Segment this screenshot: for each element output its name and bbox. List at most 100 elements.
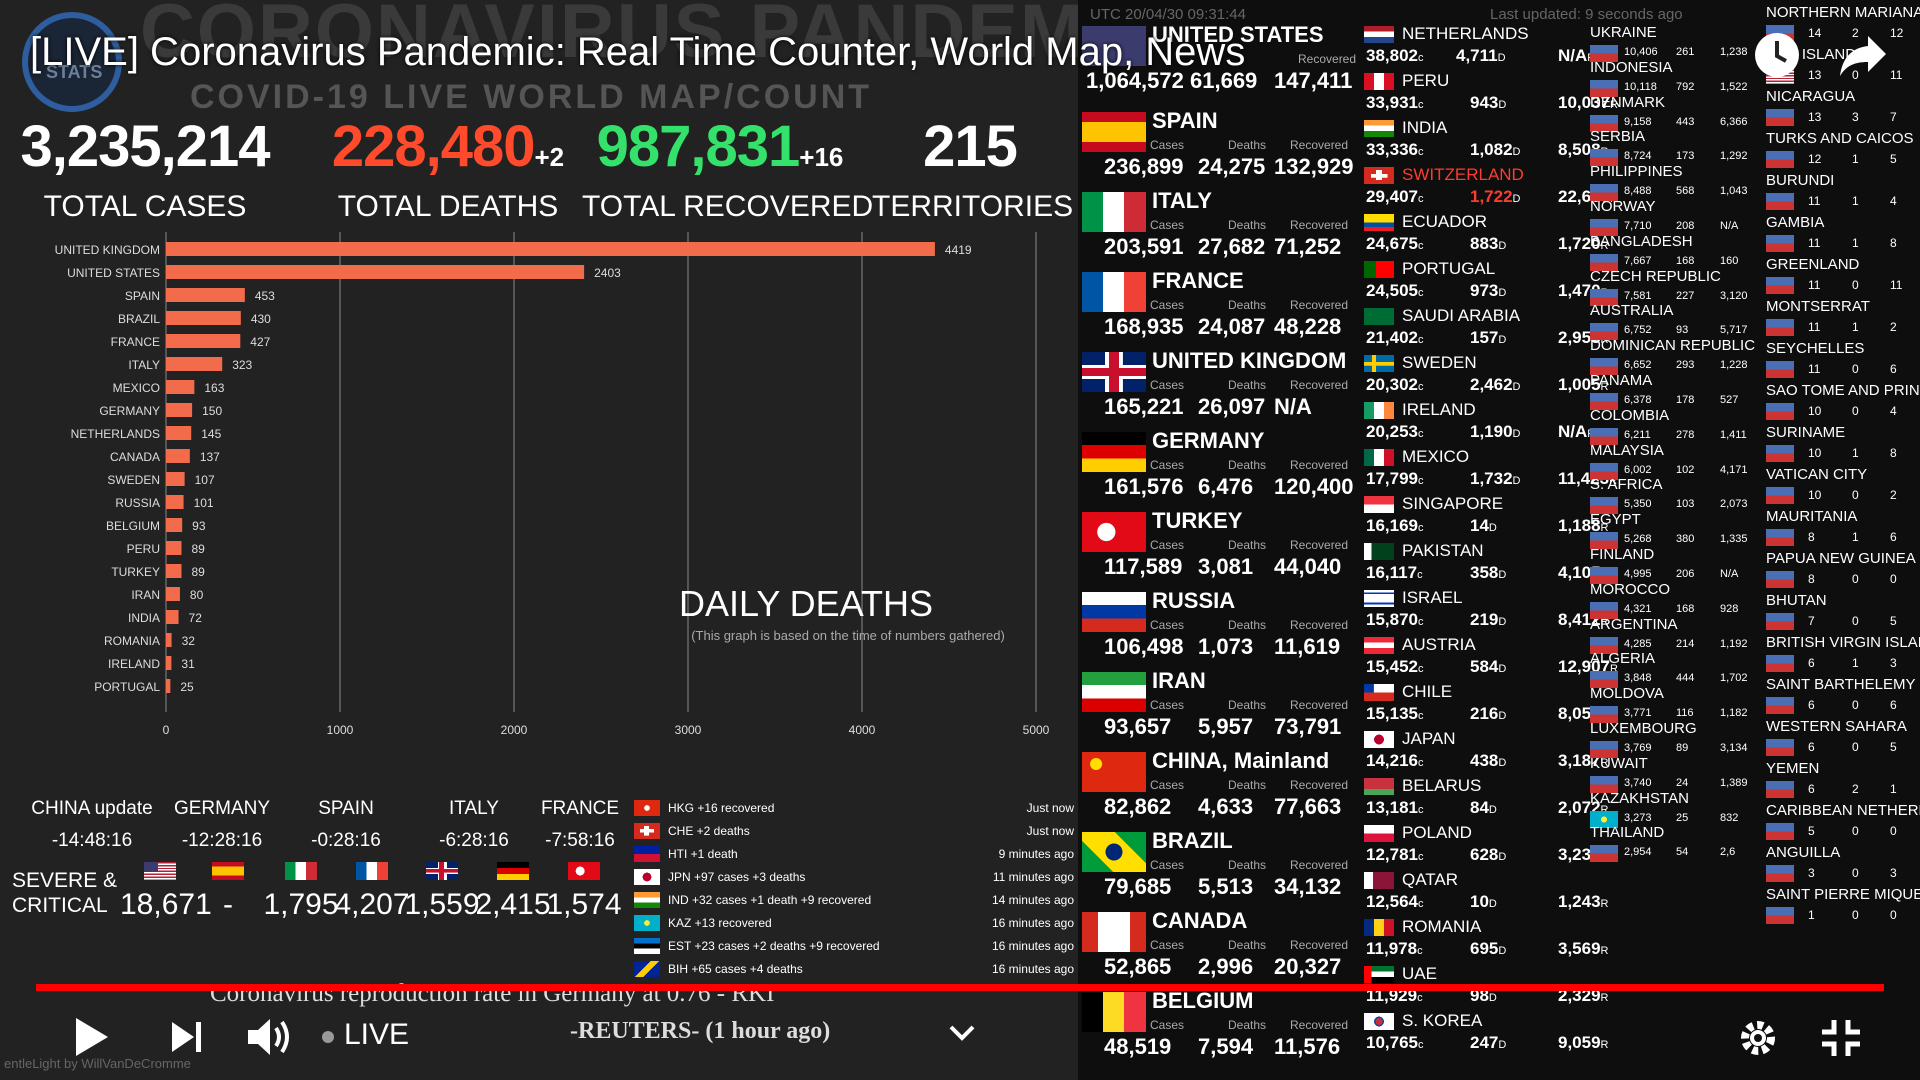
country-name: COLOMBIA (1590, 406, 1670, 424)
recovered-value: 1,720 (1558, 234, 1601, 253)
update-time: -12:28:16 (181, 830, 263, 851)
x-tick-label: 2000 (501, 723, 528, 737)
country-name: CHILE (1402, 682, 1453, 701)
critical-item: 1,574 (544, 862, 624, 922)
category-label: GERMANY (99, 404, 160, 418)
country-name: PORTUGAL (1402, 259, 1496, 278)
country-card: BELGIUM Cases Deaths Recovered 48,519 7,594 11… (1078, 984, 1360, 1064)
banner-title: CORONAVIRUS PANDEMIC (140, 0, 1166, 74)
news-feed-item: CHE +2 deaths Just now (634, 819, 1074, 842)
recovered-value: 48,228 (1274, 314, 1342, 339)
deaths-value: 2 (1852, 782, 1859, 796)
country-name: UNITED KINGDOM (1152, 348, 1347, 373)
country-name: ARGENTINA (1590, 615, 1678, 633)
flag-do-icon (1590, 358, 1618, 376)
recovered-value: 4,171 (1720, 463, 1748, 476)
country-row: MAURITANIA 8 1 6 (1760, 508, 1920, 550)
live-progress-bar[interactable] (36, 984, 1884, 991)
category-label: UNITED STATES (67, 266, 160, 280)
flag-eg-icon (1590, 532, 1618, 550)
cases-value: 8,488 (1624, 185, 1652, 198)
flag-jp-icon (634, 868, 660, 885)
clock-icon[interactable] (1752, 30, 1802, 80)
recovered-value: 12,907 (1558, 657, 1610, 676)
country-name: INDIA (1402, 118, 1448, 137)
cases-value: 48,519 (1104, 1034, 1172, 1059)
deaths-value: 0 (1852, 824, 1859, 838)
cases-value: 82,862 (1104, 794, 1172, 819)
country-row: THAILAND 2,954 54 2,6 (1584, 824, 1760, 866)
live-label[interactable]: LIVE (344, 1018, 410, 1051)
news-feed-item: HKG +16 recovered Just now (634, 796, 1074, 819)
recovered-value: 1,182 (1720, 707, 1748, 720)
category-label: BELGIUM (106, 519, 160, 533)
recovered-value: 132,929 (1274, 154, 1354, 179)
flag-de-icon (497, 862, 529, 880)
deaths-value: 61,669 (1190, 68, 1258, 93)
country-row: S. AFRICA 5,350 103 2,073 (1584, 476, 1760, 518)
flag-nl-icon (1364, 26, 1394, 43)
volume-icon[interactable] (246, 1016, 296, 1058)
country-name: UAE (1402, 964, 1437, 983)
flag-ht-icon (634, 845, 660, 862)
deaths-value: 247 (1470, 1033, 1499, 1052)
recovered-value: 1,243 (1558, 892, 1601, 911)
deaths-value: 178 (1676, 394, 1695, 406)
country-name: CZECH REPUBLIC (1590, 267, 1721, 285)
news-feed-item: IND +32 cases +1 death +9 recovered 14 mi… (634, 888, 1074, 911)
cases-value: 12,781 (1366, 845, 1418, 864)
deaths-value: 695 (1470, 939, 1499, 958)
bar (166, 495, 184, 509)
country-row: DENMARK 9,158 443 6,366 (1584, 94, 1760, 136)
cases-header: Cases (1150, 858, 1185, 872)
country-row: QATAR 12,564c 10D 1,243R (1364, 870, 1609, 911)
recovered-header: Recovered (1290, 778, 1349, 792)
play-icon[interactable] (72, 1016, 110, 1058)
critical-value: 2,415 (475, 888, 551, 921)
utc-timestamp: UTC 20/04/30 09:31:44 (1090, 6, 1246, 23)
flag-ar-icon (1590, 636, 1618, 654)
gear-icon[interactable] (1738, 1018, 1778, 1058)
share-arrow-icon[interactable] (1838, 32, 1888, 78)
next-icon[interactable] (170, 1020, 204, 1054)
country-row: TURKS AND CAICOS 12 1 5 (1760, 130, 1920, 172)
video-title[interactable]: [LIVE] Coronavirus Pandemic: Real Time C… (30, 30, 1246, 74)
country-row: NORWAY 7,710 208 N/A (1584, 198, 1760, 240)
flag-co-icon (1590, 427, 1618, 445)
country-name: BANGLADESH (1590, 232, 1693, 250)
country-name: MEXICO (1402, 447, 1470, 466)
total-deaths-label: TOTAL DEATHS (337, 190, 559, 223)
update-country: CHINA update (31, 798, 153, 819)
country-row: JAPAN 14,216c 438D 3,187R (1364, 729, 1609, 770)
deaths-value: 443 (1676, 115, 1695, 128)
exit-fullscreen-icon[interactable] (1820, 1018, 1862, 1058)
country-name: DOMINICAN REPUBLIC (1590, 337, 1756, 355)
critical-item: 2,415 (473, 862, 553, 922)
country-row: BANGLADESH 7,667 168 160 (1584, 233, 1760, 275)
category-label: FRANCE (111, 335, 160, 349)
update-timer: ITALY -6:28:16 (404, 798, 544, 852)
update-time: -14:48:16 (51, 830, 133, 851)
country-row: ISRAEL 15,870c 219D 8,412R (1364, 588, 1609, 629)
country-card: BRAZIL Cases Deaths Recovered 79,685 5,513 34,… (1078, 824, 1360, 904)
country-row: CZECH REPUBLIC 7,581 227 3,120 (1584, 268, 1760, 310)
channel-logo[interactable]: STATS (22, 12, 122, 112)
chevron-down-icon[interactable] (948, 1024, 976, 1042)
country-name: SAO TOME AND PRINCI (1766, 382, 1920, 399)
recovered-value: 6 (1890, 698, 1897, 712)
cases-value: 6,211 (1624, 428, 1651, 441)
recovered-value: 8,412 (1558, 610, 1601, 629)
country-row: DOMINICAN REPUBLIC 6,652 293 1,228 (1584, 337, 1760, 379)
news-feed-time: 16 minutes ago (991, 961, 1074, 976)
country-row: PHILIPPINES 8,488 568 1,043 (1584, 163, 1760, 205)
flag-kz-icon (1590, 810, 1618, 828)
deaths-value: 216 (1470, 704, 1499, 723)
deaths-value: 219 (1470, 610, 1499, 629)
cases-value: 21,402 (1366, 328, 1418, 347)
bar (166, 288, 245, 302)
flag-it-icon (1082, 192, 1146, 232)
country-name: CANADA (1152, 908, 1248, 933)
cases-value: 11 (1808, 236, 1821, 250)
recovered-value: 11,619 (1274, 634, 1341, 659)
